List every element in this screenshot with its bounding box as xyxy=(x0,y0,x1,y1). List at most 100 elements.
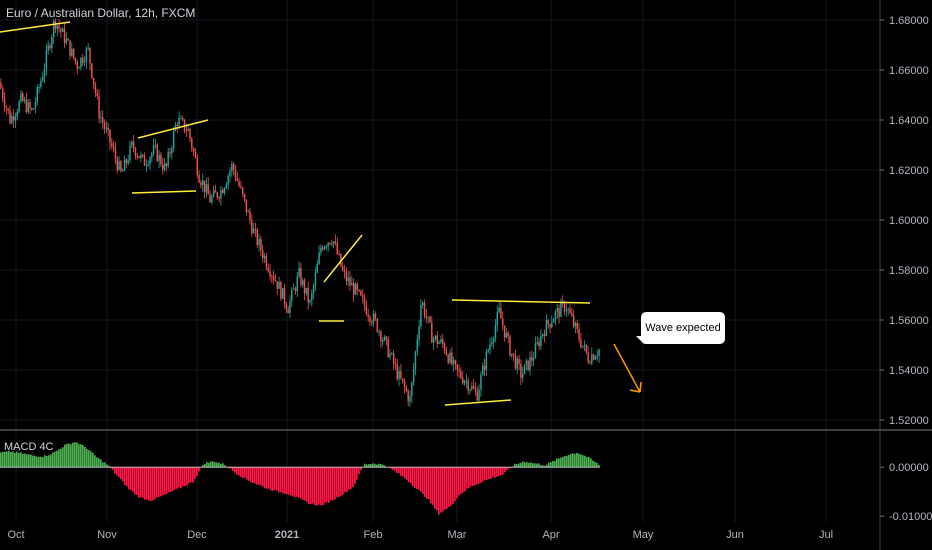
macd-bar xyxy=(384,465,386,468)
candle-body xyxy=(216,192,218,198)
macd-bar xyxy=(86,448,88,468)
candle-body xyxy=(316,264,318,273)
macd-bar xyxy=(174,467,176,490)
candle-body xyxy=(385,336,388,340)
macd-bar xyxy=(390,467,392,469)
candle-body xyxy=(487,349,489,352)
macd-bar xyxy=(206,462,208,468)
y-tick-label: 1.64000 xyxy=(889,115,929,127)
candle-body xyxy=(429,316,431,323)
macd-tick-label: 0.00000 xyxy=(889,462,929,474)
candle-body xyxy=(231,163,233,172)
candle-body xyxy=(11,116,13,124)
candle-body xyxy=(214,190,217,193)
macd-bar xyxy=(586,457,588,468)
macd-bar xyxy=(304,467,306,501)
macd-bar xyxy=(154,467,156,500)
candle-body xyxy=(160,154,162,165)
candle-body xyxy=(512,353,515,355)
macd-bar xyxy=(228,467,230,469)
macd-bar xyxy=(234,467,236,473)
candle-body xyxy=(98,96,100,119)
macd-bar xyxy=(528,462,530,468)
candle-body xyxy=(331,243,333,245)
macd-bar xyxy=(22,453,24,468)
x-tick-label: Feb xyxy=(364,529,383,541)
y-tick-label: 1.56000 xyxy=(889,315,929,327)
macd-bar xyxy=(274,467,276,490)
macd-bar xyxy=(382,464,384,468)
candle-body xyxy=(182,118,184,120)
time-axis: Oct Nov Dec 2021 Feb Mar Apr May Jun Jul xyxy=(7,529,833,541)
candle-body xyxy=(56,25,58,29)
macd-bar xyxy=(218,462,220,468)
candle-body xyxy=(440,339,442,343)
candle-body xyxy=(252,228,255,234)
candle-body xyxy=(120,161,122,172)
macd-bar xyxy=(368,464,370,468)
macd-bar xyxy=(116,467,118,476)
macd-bar xyxy=(558,458,560,468)
macd-bar xyxy=(336,467,338,497)
wave-expected-callout[interactable]: Wave expected xyxy=(641,312,725,344)
macd-bar xyxy=(164,467,166,495)
candle-body xyxy=(589,362,591,364)
macd-bar xyxy=(250,467,252,483)
macd-bar xyxy=(230,467,232,469)
macd-bar xyxy=(380,464,382,468)
x-tick-label: Jun xyxy=(726,529,744,541)
candle-body xyxy=(243,194,246,200)
macd-bar xyxy=(18,452,20,468)
candle-body xyxy=(392,353,395,364)
candle-body xyxy=(374,313,377,319)
candle-body xyxy=(151,153,153,158)
macd-bar xyxy=(354,467,356,484)
candle-body xyxy=(592,354,595,360)
candle-body xyxy=(598,349,600,356)
candle-body xyxy=(431,322,433,343)
candle-body xyxy=(425,315,428,318)
candle-body xyxy=(498,307,500,313)
candle-body xyxy=(285,303,288,310)
candle-body xyxy=(547,320,549,325)
candle-body xyxy=(549,324,551,328)
candle-body xyxy=(311,293,313,301)
macd-bar xyxy=(280,467,282,493)
candle-body xyxy=(365,306,368,315)
macd-bar xyxy=(542,465,544,468)
macd-bar xyxy=(574,453,576,468)
candle-body xyxy=(576,322,578,330)
candle-body xyxy=(185,130,188,132)
candle-body xyxy=(438,342,440,344)
candle-body xyxy=(249,211,251,221)
macd-label: MACD 4C xyxy=(4,441,54,453)
macd-bar xyxy=(146,467,148,500)
macd-bar xyxy=(292,467,294,497)
macd-bar xyxy=(44,455,46,468)
macd-bar xyxy=(242,467,244,479)
candle-body xyxy=(118,161,120,170)
macd-bar xyxy=(494,467,496,478)
candle-body xyxy=(171,148,173,154)
macd-bar xyxy=(492,467,494,478)
candle-body xyxy=(254,228,257,230)
candle-body xyxy=(596,355,598,358)
candle-body xyxy=(572,315,575,327)
macd-bar xyxy=(212,461,214,468)
macd-bar xyxy=(566,455,568,468)
macd-bar xyxy=(20,452,22,468)
macd-bar xyxy=(72,442,74,468)
candle-body xyxy=(363,297,366,307)
candle-body xyxy=(585,344,588,353)
candle-body xyxy=(89,47,91,64)
macd-bar xyxy=(438,467,440,515)
macd-bar xyxy=(402,467,404,477)
macd-bar xyxy=(182,467,184,487)
macd-bar xyxy=(378,463,380,468)
macd-bar xyxy=(220,463,222,468)
macd-bar xyxy=(448,467,450,507)
candle-body xyxy=(551,322,553,328)
macd-bar xyxy=(82,444,84,468)
macd-bar xyxy=(400,467,402,476)
